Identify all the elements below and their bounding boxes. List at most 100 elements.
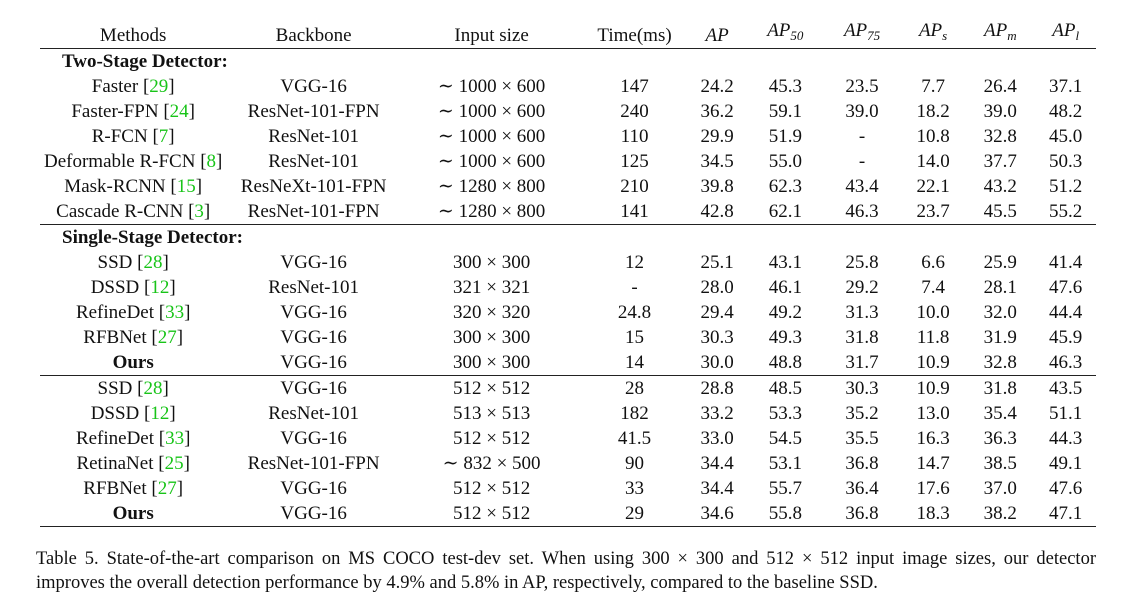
- apm-cell: 32.0: [983, 302, 1017, 323]
- citation-link[interactable]: 12: [150, 403, 170, 424]
- backbone-cell: ResNet-101: [268, 277, 360, 298]
- col-ap75: AP75: [843, 20, 881, 43]
- citation-link[interactable]: 33: [165, 302, 185, 323]
- col-time: Time(ms): [597, 25, 672, 46]
- method-name: Faster-FPN: [71, 101, 159, 122]
- ap-cell: 28.8: [686, 375, 748, 401]
- aps-cell: 10.8: [916, 126, 950, 147]
- input-cell: ∼ 1280 × 800: [437, 176, 546, 197]
- backbone-cell: ResNet-101: [268, 403, 360, 424]
- method-cell: Mask-RCNN [15]: [64, 176, 203, 197]
- ap75-cell: 39.0: [845, 101, 879, 122]
- ap-cell: 29.9: [700, 126, 734, 147]
- method-name: Ours: [112, 352, 154, 373]
- ap-cell: 30.3: [700, 327, 734, 348]
- method-name: RefineDet: [75, 302, 155, 323]
- input-cell: 321 × 321: [453, 277, 531, 298]
- citation-link[interactable]: 24: [169, 101, 189, 122]
- citation-link[interactable]: 28: [143, 252, 163, 273]
- aps-cell: 17.6: [916, 478, 950, 499]
- citation-link[interactable]: 29: [149, 76, 169, 97]
- apm-cell: 25.9: [983, 252, 1017, 273]
- apm-cell: 37.7: [983, 151, 1017, 172]
- time-cell: 182: [620, 403, 649, 424]
- backbone-cell: VGG-16: [280, 302, 347, 323]
- citation-link[interactable]: 33: [165, 428, 185, 449]
- apm-cell: 38.2: [965, 501, 1036, 527]
- time-cell: 147: [620, 76, 649, 97]
- citation-link[interactable]: 27: [157, 478, 177, 499]
- ap75-cell: 23.5: [845, 76, 879, 97]
- aps-cell: 22.1: [916, 176, 950, 197]
- aps-cell: 23.7: [916, 201, 950, 222]
- method-cell: R-FCN [7]: [91, 126, 175, 147]
- backbone-cell: VGG-16: [280, 252, 347, 273]
- citation-link[interactable]: 8: [206, 151, 217, 172]
- col-input-size: Input size: [454, 25, 529, 46]
- table-row: SSD [28] VGG-16 512 × 512 28 28.8 48.5 30.3 10.…: [40, 375, 1096, 401]
- ap50-cell: 55.7: [768, 478, 802, 499]
- ap50-cell: 48.5: [747, 375, 824, 401]
- apl-cell: 55.2: [1049, 201, 1083, 222]
- col-ap50: AP50: [767, 20, 804, 43]
- ap75-cell: -: [858, 151, 866, 172]
- input-cell: 300 × 300: [453, 252, 531, 273]
- citation-link[interactable]: 12: [150, 277, 170, 298]
- apl-cell: 45.0: [1049, 126, 1083, 147]
- input-cell: ∼ 832 × 500: [442, 453, 541, 474]
- apl-cell: 44.4: [1049, 302, 1083, 323]
- backbone-cell: VGG-16: [226, 501, 401, 527]
- input-cell: 513 × 513: [453, 403, 531, 424]
- ap50-cell: 62.3: [768, 176, 802, 197]
- table-row: DSSD [12] ResNet-101 513 × 513 182 33.2 53.3 3…: [40, 401, 1096, 426]
- ap75-cell: 31.3: [845, 302, 879, 323]
- backbone-cell: ResNet-101: [268, 126, 360, 147]
- time-cell: 90: [625, 453, 645, 474]
- apl-cell: 51.2: [1049, 176, 1083, 197]
- aps-cell: 14.0: [916, 151, 950, 172]
- ap75-cell: 46.3: [845, 201, 879, 222]
- citation-link[interactable]: 28: [143, 378, 163, 399]
- table-row: RefineDet [33] VGG-16 320 × 320 24.8 29.4 49.…: [40, 300, 1096, 325]
- citation-link[interactable]: 3: [194, 201, 204, 222]
- input-cell: ∼ 1000 × 600: [437, 76, 546, 97]
- apm-cell: 31.8: [965, 375, 1036, 401]
- ap50-cell: 62.1: [768, 201, 802, 222]
- method-name: RefineDet: [75, 428, 155, 449]
- table-row: Cascade R-CNN [3] ResNet-101-FPN ∼ 1280 × …: [40, 199, 1096, 225]
- backbone-cell: ResNeXt-101-FPN: [240, 176, 387, 197]
- apl-cell: 49.1: [1049, 453, 1083, 474]
- aps-cell: 18.2: [916, 101, 950, 122]
- apm-cell: 39.0: [983, 101, 1017, 122]
- apl-cell: 37.1: [1049, 76, 1083, 97]
- ap75-cell: 30.3: [823, 375, 901, 401]
- citation-link[interactable]: 15: [176, 176, 196, 197]
- time-cell: 14: [625, 352, 645, 373]
- method-cell: SSD [28]: [40, 375, 227, 401]
- method-name: Ours: [112, 503, 154, 524]
- method-cell: RefineDet [33]: [75, 302, 191, 323]
- ap-cell: 36.2: [700, 101, 734, 122]
- time-cell: 125: [620, 151, 649, 172]
- input-cell: 300 × 300: [453, 327, 531, 348]
- apm-cell: 32.8: [983, 352, 1017, 373]
- citation-link[interactable]: 27: [157, 327, 177, 348]
- ap-cell: 24.2: [700, 76, 734, 97]
- citation-link[interactable]: 7: [158, 126, 169, 147]
- input-cell: 512 × 512: [453, 428, 531, 449]
- apm-cell: 43.2: [983, 176, 1017, 197]
- section-label: Single-Stage Detector:: [40, 224, 1096, 250]
- ap75-cell: 36.8: [823, 501, 901, 527]
- apl-cell: 47.6: [1049, 478, 1083, 499]
- table-row: DSSD [12] ResNet-101 321 × 321 - 28.0 46.1 29.…: [40, 275, 1096, 300]
- citation-link[interactable]: 25: [164, 453, 184, 474]
- apm-cell: 31.9: [983, 327, 1017, 348]
- time-cell: 210: [620, 176, 649, 197]
- table-body: Two-Stage Detector: Faster [29] VGG-16 ∼ 10…: [40, 49, 1096, 527]
- method-cell: RefineDet [33]: [75, 428, 191, 449]
- ap75-cell: 36.4: [845, 478, 879, 499]
- ap50-cell: 55.0: [768, 151, 802, 172]
- apl-cell: 50.3: [1049, 151, 1083, 172]
- table-row: R-FCN [7] ResNet-101 ∼ 1000 × 600 110 29.9 51…: [40, 124, 1096, 149]
- method-cell: SSD [28]: [97, 252, 169, 273]
